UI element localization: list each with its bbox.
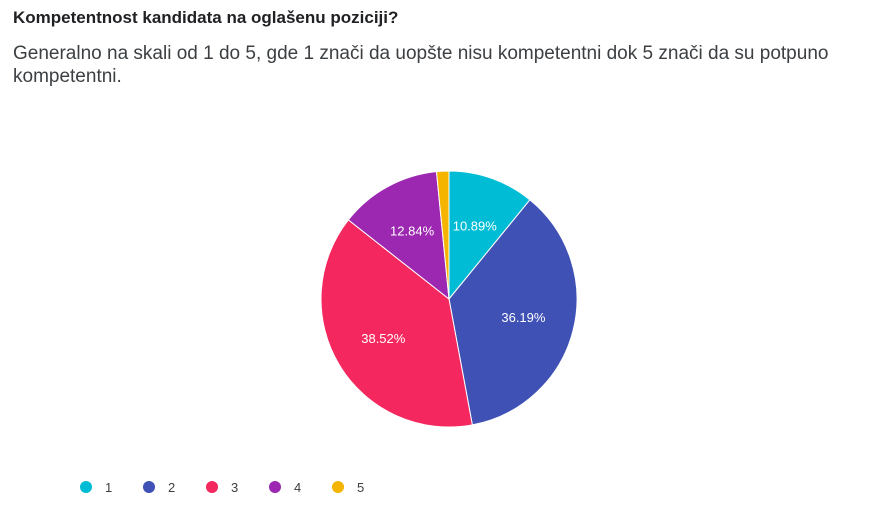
question-subtitle: Generalno na skali od 1 do 5, gde 1 znač… [13, 43, 829, 87]
legend-label-5: 5 [357, 479, 365, 495]
legend-swatch-4 [269, 481, 281, 493]
legend-swatch-2 [143, 481, 155, 493]
pie-slice-4[interactable] [347, 171, 450, 301]
pie-slice-label-3: 38.52% [361, 331, 406, 346]
pie-slice-label-1: 10.89% [453, 219, 498, 234]
legend-item-5[interactable]: 5 [332, 480, 395, 495]
legend-label-3: 3 [231, 479, 239, 495]
legend-label-2: 2 [168, 479, 176, 495]
legend-item-2[interactable]: 2 [143, 480, 206, 495]
legend-swatch-5 [332, 481, 344, 493]
pie-slice-2[interactable] [448, 199, 578, 426]
pie-slice-1[interactable] [448, 170, 531, 301]
pie-slice-label-4: 12.84% [390, 224, 435, 239]
pie-slice-label-2: 36.19% [501, 310, 546, 325]
legend-swatch-3 [206, 481, 218, 493]
legend-label-1: 1 [105, 479, 113, 495]
legend-item-4[interactable]: 4 [269, 480, 332, 495]
chart-legend: 1 2 3 4 5 [80, 477, 395, 497]
legend-swatch-1 [80, 481, 92, 493]
legend-label-4: 4 [294, 479, 302, 495]
legend-item-3[interactable]: 3 [206, 480, 269, 495]
pie-slice-3[interactable] [320, 219, 473, 428]
pie-slices [320, 170, 578, 428]
question-title: Kompetentnost kandidata na oglašenu pozi… [13, 8, 399, 27]
pie-slice-5[interactable] [435, 170, 450, 300]
legend-item-1[interactable]: 1 [80, 480, 143, 495]
pie-slice-labels: 10.89% 36.19% 38.52% 12.84% [361, 219, 546, 346]
